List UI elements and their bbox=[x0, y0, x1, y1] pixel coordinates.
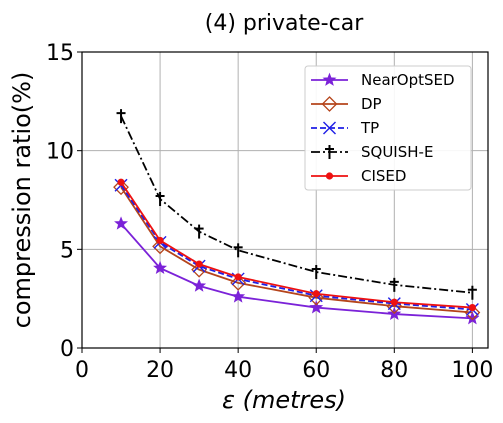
series-line-tp bbox=[121, 185, 472, 309]
series-cised-marker bbox=[391, 299, 398, 306]
y-tick-label: 0 bbox=[60, 337, 74, 362]
series-cised-marker bbox=[235, 273, 242, 280]
x-tick-label: 20 bbox=[146, 358, 174, 383]
legend: NearOptSED DP TP SQUISH-E CISED bbox=[305, 66, 471, 190]
x-tick-label: 80 bbox=[380, 358, 408, 383]
series-cised-marker bbox=[313, 290, 320, 297]
legend-label: NearOptSED bbox=[361, 71, 455, 89]
y-tick-label: 15 bbox=[46, 41, 74, 66]
legend-label: SQUISH-E bbox=[361, 143, 433, 161]
series-cised-marker bbox=[156, 237, 163, 244]
chart-title: (4) private-car bbox=[205, 11, 364, 36]
legend-label: CISED bbox=[361, 167, 406, 185]
y-tick-label: 10 bbox=[46, 140, 74, 165]
x-tick-label: 60 bbox=[302, 358, 330, 383]
x-tick-label: 40 bbox=[224, 358, 252, 383]
series-line-cised bbox=[121, 182, 472, 307]
series-nearoptsed-marker bbox=[193, 279, 205, 291]
series-cised-marker bbox=[117, 179, 124, 186]
x-tick-label: 100 bbox=[451, 358, 493, 383]
x-tick-label: 0 bbox=[75, 358, 89, 383]
legend-label: TP bbox=[360, 119, 379, 137]
legend-label: DP bbox=[361, 95, 382, 113]
legend-cised-marker bbox=[326, 172, 333, 179]
legend-entry-squish-e: SQUISH-E bbox=[311, 143, 433, 161]
series-cised-marker bbox=[469, 304, 476, 311]
y-axis-label: compression ratio(%) bbox=[8, 72, 36, 329]
series-nearoptsed-marker bbox=[115, 217, 127, 229]
series-squish-e-marker bbox=[195, 225, 204, 239]
y-tick-label: 5 bbox=[60, 238, 74, 263]
x-axis-label: ε (metres) bbox=[222, 386, 346, 414]
x-axis-unit: (metres) bbox=[243, 386, 346, 414]
x-axis-symbol: ε bbox=[222, 386, 235, 414]
series-tp bbox=[115, 179, 478, 315]
series-cised-marker bbox=[196, 261, 203, 268]
series-cised bbox=[117, 179, 476, 312]
